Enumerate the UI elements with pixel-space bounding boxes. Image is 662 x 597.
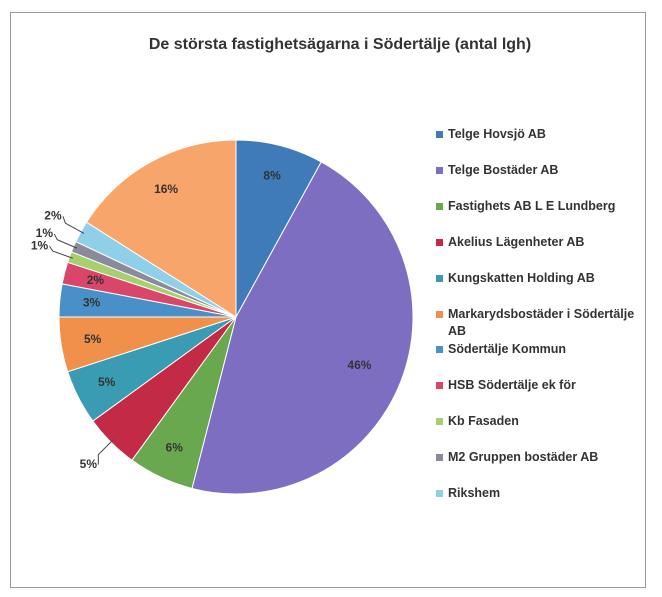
legend-item: Fastighets AB L E Lundberg — [436, 198, 641, 215]
legend-label: HSB Södertälje ek för — [448, 378, 576, 393]
legend-label: Markarydsbostäder i Södertälje AB — [448, 306, 635, 338]
leader-line — [49, 245, 73, 259]
legend-swatch — [436, 310, 443, 318]
leader-line — [53, 233, 78, 249]
legend-swatch — [436, 454, 443, 462]
data-label: 5% — [98, 375, 116, 389]
legend-item: Kungskatten Holding AB — [436, 270, 641, 287]
legend-label: Akelius Lägenheter AB — [448, 234, 585, 249]
legend-label: Rikshem — [448, 486, 501, 500]
legend-swatch — [436, 490, 443, 497]
data-label: 1% — [31, 238, 49, 252]
legend-swatch — [436, 346, 443, 354]
legend-label: M2 Gruppen bostäder AB — [448, 450, 599, 465]
legend-item: Kb Fasaden — [436, 413, 641, 430]
legend-item: Akelius Lägenheter AB — [436, 234, 641, 251]
legend-label: Fastighets AB L E Lundberg — [448, 198, 616, 213]
data-label: 2% — [87, 273, 105, 287]
data-label: 3% — [83, 296, 101, 310]
chart-frame — [10, 12, 646, 588]
legend-label: Telge Hovsjö AB — [448, 127, 546, 141]
legend-label: Kb Fasaden — [448, 414, 519, 429]
legend-item: Telge Bostäder AB — [436, 162, 641, 179]
legend-label: Kungskatten Holding AB — [448, 270, 595, 285]
leader-line — [62, 216, 85, 234]
data-label: 46% — [347, 358, 371, 372]
pie-slice — [235, 139, 322, 318]
legend-item: M2 Gruppen bostäder AB — [436, 449, 641, 466]
legend-item: Rikshem — [436, 485, 641, 502]
data-label: 6% — [166, 440, 184, 454]
data-label: 5% — [80, 457, 98, 471]
pie-slice — [85, 139, 237, 318]
data-label: 8% — [263, 169, 281, 183]
legend-swatch — [436, 202, 443, 210]
leader-line — [97, 439, 114, 465]
pie-slice — [191, 161, 414, 495]
data-label: 1% — [36, 226, 54, 240]
legend-item: Södertälje Kommun — [436, 341, 641, 358]
legend-swatch — [436, 166, 443, 174]
legend-label: Södertälje Kommun — [448, 342, 567, 357]
legend-swatch — [436, 382, 443, 390]
data-label: 5% — [84, 332, 102, 346]
legend-swatch — [436, 274, 443, 282]
legend-swatch — [436, 131, 443, 138]
legend-item: Telge Hovsjö AB — [436, 126, 641, 143]
legend-item: Markarydsbostäder i Södertälje AB — [436, 306, 641, 340]
legend-item: HSB Södertälje ek för — [436, 377, 641, 394]
legend-swatch — [436, 418, 443, 426]
data-label: 16% — [154, 182, 178, 196]
legend-swatch — [436, 238, 443, 246]
data-label: 2% — [44, 209, 62, 223]
legend-label: Telge Bostäder AB — [448, 162, 559, 177]
chart-title: De största fastighetsägarna i Södertälje… — [149, 36, 531, 53]
